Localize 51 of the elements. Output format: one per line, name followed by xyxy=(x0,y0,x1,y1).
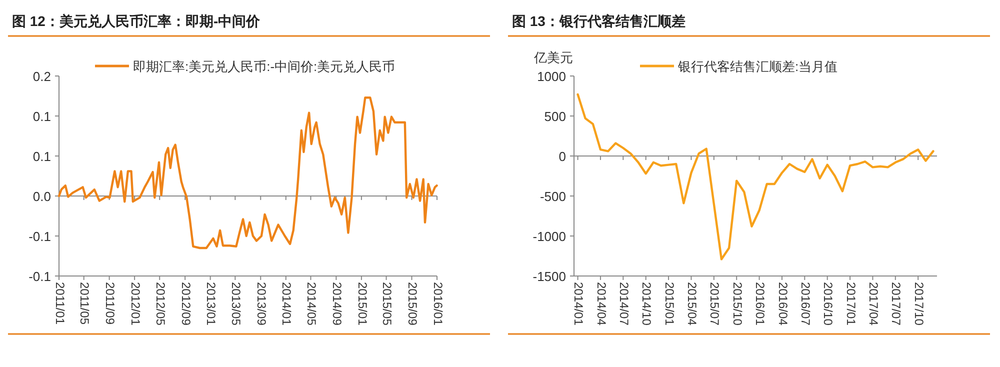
y-tick-label: -0.1 xyxy=(28,229,51,244)
x-tick-label: 2011/09 xyxy=(103,282,118,325)
x-tick-label: 2014/07 xyxy=(616,282,631,326)
y-tick-label: -0.1 xyxy=(28,269,51,284)
legend-label: 银行代客结售汇顺差:当月值 xyxy=(677,59,838,74)
line-series xyxy=(576,93,934,260)
x-tick-label: 2014/04 xyxy=(594,282,608,326)
y-tick-label: 0.1 xyxy=(32,109,51,124)
x-tick-label: 2016/04 xyxy=(776,282,790,326)
y-axis-title: 亿美元 xyxy=(533,50,573,65)
x-tick-label: 2017/01 xyxy=(844,282,858,326)
x-tick-label: 2014/10 xyxy=(640,282,654,326)
x-tick-label: 2015/10 xyxy=(730,282,744,326)
y-tick-label: -1500 xyxy=(532,269,566,284)
x-tick-label: 2015/01 xyxy=(662,282,676,326)
line-series xyxy=(58,96,438,250)
legend-label: 即期汇率:美元兑人民币:-中间价:美元兑人民币 xyxy=(133,59,396,74)
y-tick-label: 0.0 xyxy=(32,189,51,204)
x-tick-label: 2015/05 xyxy=(380,282,394,326)
x-tick-label: 2013/05 xyxy=(228,282,243,326)
x-tick-label: 2011/01 xyxy=(52,282,67,325)
y-tick-label: 1000 xyxy=(537,69,566,84)
x-tick-label: 2014/01 xyxy=(572,282,586,326)
x-tick-label: 2016/01 xyxy=(753,282,768,326)
x-tick-label: 2012/09 xyxy=(178,282,193,326)
y-tick-label: -1000 xyxy=(532,229,566,244)
x-tick-label: 2015/09 xyxy=(406,282,420,326)
x-tick-label: 2012/05 xyxy=(153,282,168,326)
x-tick-label: 2016/01 xyxy=(430,282,445,326)
x-tick-label: 2016/07 xyxy=(798,282,812,326)
x-tick-label: 2014/05 xyxy=(304,282,319,326)
x-tick-label: 2014/09 xyxy=(330,282,344,326)
y-tick-label: 0.2 xyxy=(32,69,51,84)
x-tick-label: 2017/07 xyxy=(889,282,904,326)
x-tick-label: 2016/10 xyxy=(821,282,836,326)
x-tick-label: 2015/07 xyxy=(708,282,722,326)
chart-title: 图 13：银行代客结售汇顺差 xyxy=(512,13,686,29)
x-tick-label: 2017/10 xyxy=(912,282,926,326)
x-tick-label: 2012/01 xyxy=(128,282,142,326)
y-tick-label: 0.1 xyxy=(32,149,51,164)
x-tick-label: 2011/05 xyxy=(78,282,92,325)
x-tick-label: 2017/04 xyxy=(866,282,881,326)
y-tick-label: -500 xyxy=(540,189,566,204)
chart-title: 图 12：美元兑人民币汇率：即期-中间价 xyxy=(12,13,262,29)
x-tick-label: 2014/01 xyxy=(280,282,294,326)
x-tick-label: 2013/01 xyxy=(204,282,218,326)
y-tick-label: 0 xyxy=(558,149,566,164)
x-tick-label: 2015/04 xyxy=(685,282,700,326)
y-tick-label: 500 xyxy=(544,109,566,124)
x-tick-label: 2015/01 xyxy=(355,282,370,326)
x-tick-label: 2013/09 xyxy=(254,282,268,326)
